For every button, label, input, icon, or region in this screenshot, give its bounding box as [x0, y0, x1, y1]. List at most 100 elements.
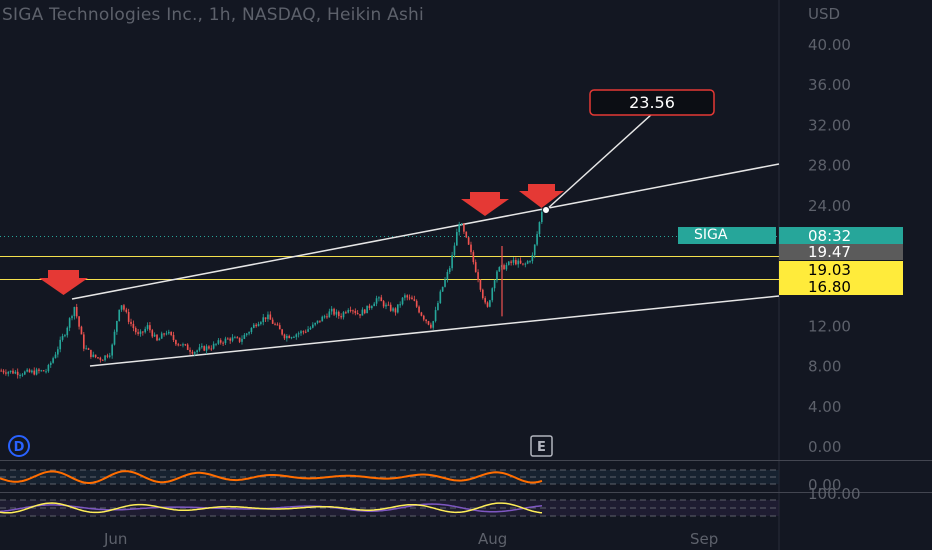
candle-body	[401, 297, 404, 305]
candle-body	[92, 354, 95, 357]
candle-body	[250, 327, 253, 333]
candle-body	[9, 370, 12, 372]
target-anchor-point[interactable]	[542, 206, 550, 214]
candle-body	[363, 309, 366, 314]
earnings-marker-label: E	[537, 440, 546, 455]
arrow-down-icon[interactable]	[39, 270, 88, 295]
earnings-marker-icon[interactable]	[530, 435, 553, 457]
target-projection-line[interactable]	[545, 113, 653, 211]
candle-body	[422, 315, 425, 320]
candle-body	[392, 308, 394, 311]
candle-body	[474, 262, 477, 273]
candle-body	[222, 342, 224, 344]
oscillator-2-main-line	[0, 502, 543, 514]
candle-body	[406, 295, 409, 298]
candle-body	[231, 337, 234, 341]
arrow-down-icon[interactable]	[519, 184, 564, 208]
candle-body	[373, 303, 376, 307]
candle-body	[503, 265, 505, 270]
candle-body	[375, 298, 378, 304]
candle-body	[142, 331, 144, 333]
candle-body	[451, 255, 453, 269]
candle-body	[165, 333, 168, 335]
candle-body	[189, 349, 191, 352]
candle-body	[153, 334, 156, 337]
candle-body	[134, 328, 137, 333]
candle-body	[201, 346, 203, 348]
candle-body	[33, 370, 36, 375]
candle-body	[243, 334, 246, 339]
candle-body	[394, 308, 397, 313]
candle-body	[472, 252, 475, 263]
candle-body	[234, 337, 236, 339]
candle-body	[517, 260, 520, 265]
candle-body	[420, 312, 423, 316]
candle-body	[347, 310, 350, 313]
candle-body	[219, 340, 222, 343]
candle-body	[493, 280, 496, 289]
dividend-marker[interactable]: D	[8, 435, 30, 457]
arrow-markers[interactable]	[39, 184, 564, 295]
oscillator-pane-2[interactable]: 100.00	[0, 485, 861, 517]
candle-body	[529, 261, 531, 263]
candle-body	[151, 330, 154, 337]
candle-body	[399, 304, 401, 306]
candle-body	[319, 320, 321, 322]
time-tick-jun: Jun	[103, 530, 127, 548]
candle-body	[387, 304, 390, 306]
lower-trend-line[interactable]	[89, 295, 780, 367]
candle-body	[108, 355, 111, 357]
candle-body	[269, 314, 272, 320]
symbol-badge[interactable]: SIGA	[678, 227, 776, 244]
candle-body	[489, 300, 491, 307]
candle-body	[524, 263, 527, 265]
candle-body	[314, 322, 317, 325]
candle-body	[0, 370, 3, 372]
arrow-down-icon[interactable]	[461, 192, 509, 216]
candle-body	[78, 316, 80, 327]
candle-body	[38, 369, 40, 371]
candle-body	[123, 305, 125, 310]
candle-body	[519, 260, 522, 264]
time-axis[interactable]: Jun Aug Sep	[103, 530, 718, 548]
upper-trend-line[interactable]	[71, 163, 780, 300]
level-badge-1-bg	[779, 261, 903, 278]
candle-body	[304, 331, 307, 333]
dividend-marker-label: D	[14, 440, 25, 455]
candle-body	[57, 349, 59, 355]
level-badge-2: 16.80	[808, 278, 851, 296]
target-callout[interactable]: 23.56	[589, 89, 715, 116]
oscillator-pane-1[interactable]: 0.00	[0, 469, 841, 494]
target-callout-box[interactable]	[589, 89, 715, 116]
earnings-marker[interactable]: E	[530, 435, 553, 457]
candle-body	[260, 322, 262, 324]
price-axis-tick: 40.00	[808, 36, 851, 54]
candle-body	[2, 370, 5, 373]
candle-body	[335, 311, 338, 315]
dividend-marker-icon[interactable]	[8, 435, 30, 457]
candle-body	[257, 323, 260, 327]
oscillator-1-line	[0, 470, 543, 484]
candle-body	[146, 325, 149, 329]
candle-body	[531, 255, 534, 262]
candle-body	[267, 314, 269, 320]
candle-body	[359, 314, 361, 316]
candle-body	[307, 329, 309, 332]
candle-body	[430, 324, 432, 328]
candle-body	[101, 359, 104, 361]
candle-body	[378, 297, 380, 299]
candle-body	[73, 306, 76, 317]
candle-body	[61, 335, 64, 340]
candle-body	[321, 316, 324, 322]
candle-body	[427, 321, 430, 325]
candlestick-series	[0, 209, 543, 379]
candle-body	[536, 234, 538, 245]
candle-body	[434, 310, 437, 322]
candle-body	[538, 222, 541, 235]
candle-body	[193, 352, 196, 354]
candle-body	[203, 346, 206, 351]
candle-body	[439, 291, 442, 304]
candle-body	[28, 369, 31, 373]
candle-body	[415, 300, 418, 307]
